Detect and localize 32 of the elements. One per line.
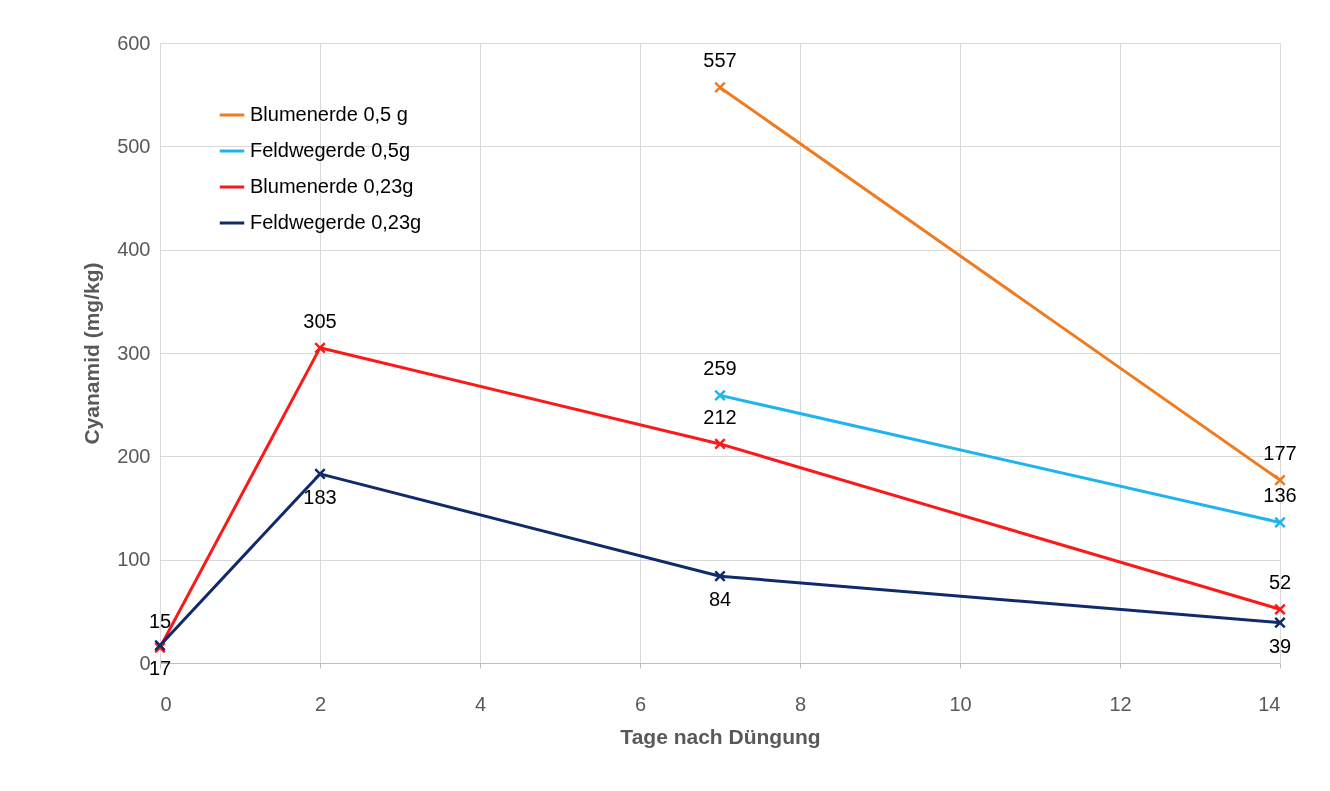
- legend-label: Blumenerde 0,5 g: [250, 103, 408, 125]
- x-tick-label: 4: [474, 692, 487, 715]
- x-tick-label: 6: [634, 692, 647, 715]
- data-label: 177: [1263, 442, 1297, 465]
- data-label: 52: [1268, 571, 1292, 594]
- y-axis-title: Cyanamid (mg/kg): [80, 262, 104, 445]
- x-tick-label: 2: [314, 692, 327, 715]
- data-label: 136: [1263, 484, 1297, 507]
- data-label: 15: [148, 609, 172, 632]
- data-label: 557: [703, 49, 737, 72]
- legend-label: Feldwegerde 0,5g: [250, 139, 411, 161]
- x-tick-label: 12: [1109, 692, 1132, 715]
- x-axis-title: Tage nach Düngung: [620, 724, 821, 748]
- y-tick-label: 100: [117, 548, 151, 571]
- data-label: 39: [1268, 634, 1292, 657]
- data-label: 183: [303, 485, 337, 508]
- data-label: 305: [303, 309, 337, 332]
- legend-label: Feldwegerde 0,23g: [250, 211, 422, 233]
- legend-label: Blumenerde 0,23g: [250, 175, 414, 197]
- y-tick-label: 400: [117, 238, 151, 261]
- x-tick-label: 10: [949, 692, 972, 715]
- x-tick-label: 14: [1258, 692, 1281, 715]
- y-tick-label: 200: [117, 444, 151, 467]
- data-label: 84: [708, 588, 732, 611]
- y-tick-label: 500: [117, 134, 151, 157]
- y-tick-label: 0: [139, 651, 151, 674]
- data-label: 259: [703, 357, 737, 380]
- data-label: 212: [703, 405, 737, 428]
- y-tick-label: 600: [117, 31, 151, 54]
- x-tick-label: 0: [160, 692, 172, 715]
- y-tick-label: 300: [117, 341, 151, 364]
- x-tick-label: 8: [794, 692, 807, 715]
